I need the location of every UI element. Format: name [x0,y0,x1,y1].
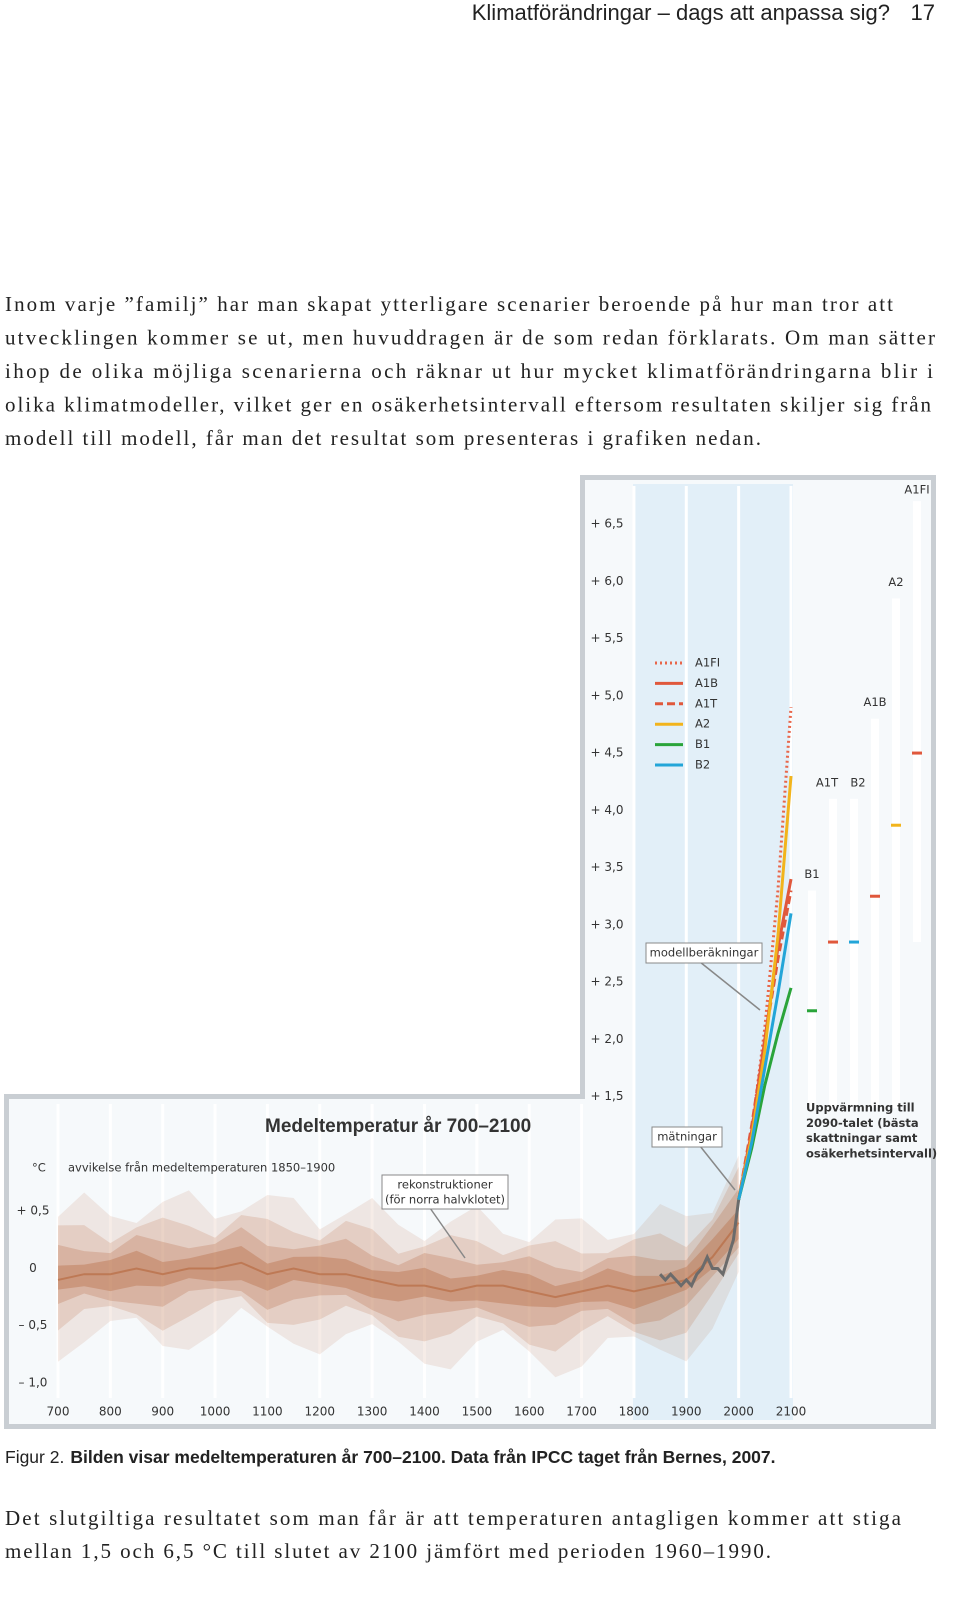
y-tick-label: + 6,5 [591,517,624,531]
caption-label: Figur 2. [5,1447,64,1467]
caption-text: Bilden visar medeltemperaturen år 700–21… [70,1447,775,1467]
x-tick-label: 1000 [200,1405,231,1419]
y-tick-label: + 5,0 [591,688,624,702]
y-tick-label: – 1,0 [19,1376,48,1390]
reconstruction-band [58,1188,739,1327]
header-title: Klimatförändringar – dags att anpassa si… [472,0,890,25]
warming-note: skattningar samt [806,1131,918,1145]
annotation-box [381,1174,509,1210]
y-tick-label: 0 [29,1261,37,1275]
range-bar [829,798,837,1109]
warming-note: Uppvärmning till [806,1101,915,1115]
x-tick-label: 1700 [566,1405,597,1419]
leader-line [699,1145,736,1191]
y-tick-label: + 2,5 [591,975,624,989]
reconstruction-band [58,1166,739,1352]
x-tick-label: 800 [99,1405,122,1419]
x-tick-label: 1600 [514,1405,545,1419]
range-label: B1 [804,867,819,881]
paragraph-line: utvecklingen kommer se ut, men huvuddrag… [5,325,935,349]
x-tick-label: 1500 [462,1405,493,1419]
x-tick-label: 900 [151,1405,174,1419]
legend-label: A1T [695,696,718,710]
x-tick-label: 2000 [723,1405,754,1419]
projection-line [737,913,793,1201]
range-bar [892,598,900,1109]
warming-note: osäkerhetsintervall) [806,1146,937,1160]
caption: Figur 2. Bilden visar medeltemperaturen å… [5,1447,776,1467]
paragraph-line: Det slutgiltiga resultatet som man får ä… [5,1506,902,1530]
range-label: B2 [850,775,865,789]
x-tick-label: 1800 [619,1405,650,1419]
y-tick-label: + 4,0 [591,803,624,817]
range-bar [808,890,816,1109]
annotation-box [645,942,763,964]
paragraph-line: ihop de olika möjliga scenarierna och rä… [5,359,933,383]
paragraph-line: Inom varje ”familj” har man skapat ytter… [5,292,893,316]
reconstruction-band [58,1209,739,1310]
range-label: A1FI [904,483,929,497]
paragraph-line: modell till modell, får man det resultat… [5,426,761,450]
y-tick-label: + 1,5 [591,1089,624,1103]
reconstruction-band [58,1155,739,1378]
y-tick-label: + 5,5 [591,631,624,645]
measurement-line [658,1199,741,1289]
x-tick-label: 1200 [305,1405,336,1419]
x-tick-label: 1300 [357,1405,388,1419]
paragraph-line: mellan 1,5 och 6,5 °C till slutet av 210… [5,1539,771,1563]
annotation-box [651,1126,723,1148]
y-tick-label: + 6,0 [591,574,624,588]
chart-title: Medeltemperatur år 700–2100 [265,1116,531,1137]
range-bar [871,718,879,1109]
y-tick-label: + 4,5 [591,746,624,760]
warming-note: 2090-talet (bästa [806,1116,919,1130]
y-tick-label: + 2,0 [591,1032,624,1046]
legend-label: A1B [695,676,718,690]
x-tick-label: 1900 [671,1405,702,1419]
y-tick-label: + 3,5 [591,860,624,874]
y-tick-label: + 3,0 [591,917,624,931]
paragraph-line: olika klimatmodeller, vilket ger en osäk… [5,393,932,417]
x-tick-label: 1400 [409,1405,440,1419]
x-tick-label: 2100 [776,1405,807,1419]
legend-label: B1 [695,737,710,751]
range-label: A2 [888,575,903,589]
y-axis-label: °C [32,1161,46,1175]
annotation: (för norra halvklotet) [385,1193,505,1207]
page-number: 17 [911,0,935,25]
range-label: A1B [863,695,886,709]
annotation: modellberäkningar [650,946,759,960]
x-tick-label: 1100 [252,1405,283,1419]
range-label: A1T [816,775,839,789]
legend-label: B2 [695,758,710,772]
range-bar [913,501,921,943]
reconstruction-line [57,1222,740,1299]
chart-subtitle: avvikelse från medeltemperaturen 1850–19… [68,1161,335,1175]
legend-label: A1FI [695,656,720,670]
legend-label: A2 [695,717,710,731]
annotation: rekonstruktioner [397,1178,492,1192]
y-tick-label: + 0,5 [17,1204,50,1218]
leader-line [429,1207,466,1259]
y-tick-label: – 0,5 [19,1318,48,1332]
annotation: mätningar [657,1130,717,1144]
leader-line [699,961,761,1011]
range-bar [850,798,858,1109]
x-tick-label: 700 [47,1405,70,1419]
